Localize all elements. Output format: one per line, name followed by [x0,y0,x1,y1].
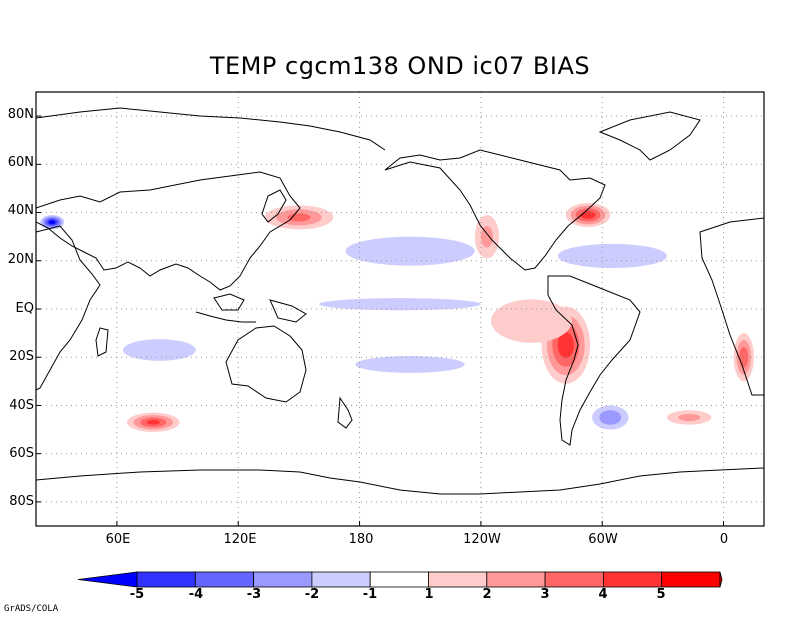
colorbar [77,571,723,588]
colorbar-label-5: 5 [656,587,666,602]
lat-label-60s: 60S [9,446,34,461]
axis-ticks [36,115,725,526]
colorbar-label-1: 1 [424,587,434,602]
bias-contour-band [739,346,749,368]
lat-label-80s: 80S [9,494,34,509]
bias-field-layer [40,202,754,432]
lon-label-120e: 120E [223,532,257,547]
colorbar-label-2: 2 [482,587,492,602]
lon-label-120w: 120W [463,532,501,547]
bias-region-2 [355,356,465,373]
lat-label-40n: 40N [7,203,34,218]
lat-label-40s: 40S [9,398,34,413]
lon-label-0: 0 [719,532,729,547]
lat-label-20s: 20S [9,349,34,364]
bias-contour-band [480,225,494,248]
colorbar-box [486,571,546,588]
bias-contour-band [49,220,56,225]
bias-contour-band [491,299,572,343]
lat-label-20n: 20N [7,252,34,267]
colorbar-label-m2: -2 [304,587,320,602]
bias-region-3 [122,339,196,361]
bias-contour-band [345,236,475,266]
bias-contour-band [355,356,465,373]
lon-label-60e: 60E [105,532,131,547]
coastlines [36,107,764,495]
bias-contour-band [287,213,311,222]
colorbar-box [194,571,255,588]
bias-contour-band [146,419,160,425]
lat-label-80n: 80N [7,107,34,122]
colorbar-label-4: 4 [598,587,608,602]
bias-region-9 [557,243,667,269]
colorbar-label-m5: -5 [129,587,145,602]
bias-contour-band [122,339,196,361]
map-title: TEMP cgcm138 OND ic07 BIAS [209,52,591,80]
colorbar-min-arrow [77,571,138,588]
colorbar-box [428,571,488,588]
bias-contour-band [557,332,574,359]
bias-contour-band [557,243,667,269]
colorbar-box [253,571,313,588]
bias-region-13 [666,410,712,425]
colorbar-label-m1: -1 [362,587,378,602]
lat-label-60n: 60N [7,155,34,170]
colorbar-box [369,571,429,588]
bias-region-8 [264,205,334,230]
colorbar-label-m4: -4 [188,587,204,602]
lon-label-60w: 60W [588,532,618,547]
bias-region-7 [565,202,611,228]
colorbar-box [661,571,721,588]
colorbar-box [136,571,196,588]
bias-region-14 [40,214,65,230]
grads-credit: GrADS/COLA [4,604,59,614]
bias-contour-band [319,298,481,311]
bias-region-0 [345,236,475,266]
bias-contour-band [678,413,701,422]
lat-label-eq: EQ [15,301,34,316]
bias-contour-band [599,410,622,425]
bias-region-10 [127,412,180,432]
colorbar-max-arrow [719,571,723,588]
bias-region-12 [592,405,629,430]
bias-region-5 [491,299,572,343]
colorbar-label-3: 3 [540,587,550,602]
bias-contour-band [580,210,596,219]
colorbar-label-m3: -3 [246,587,262,602]
colorbar-box [544,571,604,588]
bias-region-11 [733,333,754,382]
colorbar-box [603,571,663,588]
bias-region-1 [319,298,481,311]
lon-label-180: 180 [348,532,374,547]
colorbar-box [311,571,371,588]
